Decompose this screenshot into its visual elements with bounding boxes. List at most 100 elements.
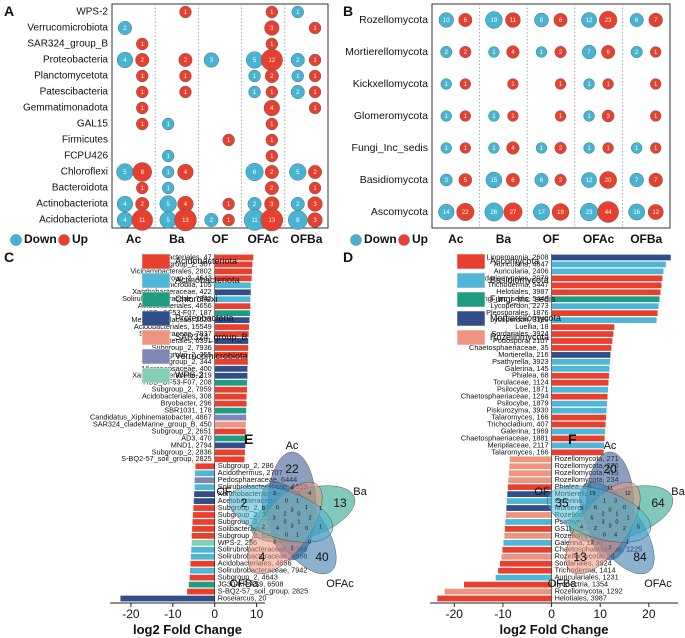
venn-overlap-count: 2 — [623, 526, 626, 532]
venn-overlap-count: 0 — [284, 519, 287, 525]
bar-label: Roseiarcus, 20 — [218, 593, 267, 602]
legend-swatch — [457, 292, 485, 307]
legend-swatch — [457, 254, 485, 269]
x-tick-label: 0 — [548, 607, 555, 621]
row-label: Rozellomycota — [359, 14, 428, 26]
bar — [445, 589, 552, 595]
bar — [215, 289, 251, 295]
figure: A WPS-2 1 1 1Verrucomicrobiota 2 3 1SAR324_grou… — [0, 0, 685, 638]
bar — [552, 275, 663, 281]
row-label: Firmicutes — [62, 135, 108, 146]
bar — [552, 289, 661, 295]
venn-overlap-count: 5 — [590, 515, 593, 521]
row-label: Gemmatimonadota — [23, 103, 108, 114]
bar — [552, 429, 605, 435]
venn-set-label: OF — [216, 486, 232, 498]
bar — [552, 366, 610, 372]
venn-overlap-count: 0 — [305, 526, 308, 532]
panel-label: B — [343, 3, 353, 19]
venn-overlap-count: 0 — [623, 505, 626, 511]
row-label: Ascomycota — [371, 206, 428, 218]
legend-swatch — [142, 349, 170, 364]
legend-down-swatch — [351, 235, 362, 246]
bar — [552, 324, 615, 330]
venn-unique-count: 64 — [651, 496, 665, 510]
panel-label: D — [343, 249, 353, 265]
venn-overlap-count: 2 — [308, 515, 311, 521]
dot-value: 44 — [605, 210, 612, 216]
bar — [552, 262, 666, 268]
venn-unique-count: 4 — [259, 550, 266, 564]
venn-set-label: Ba — [671, 486, 685, 498]
bar — [552, 422, 606, 428]
x-axis-label: log2 Fold Change — [133, 622, 242, 637]
legend-label: Rozellomycota — [490, 332, 549, 342]
venn-unique-count: 22 — [285, 462, 299, 476]
bar — [215, 269, 252, 275]
dot-value: 12 — [586, 18, 593, 24]
bar — [195, 477, 215, 483]
bar — [552, 338, 613, 344]
legend-label: Proteobacteria — [175, 313, 234, 323]
bar — [509, 463, 551, 469]
venn-overlap-count: 4 — [637, 506, 640, 512]
x-tick-label: -10 — [494, 607, 512, 621]
bar — [552, 443, 605, 449]
legend-swatch — [457, 273, 485, 288]
venn-overlap-count: 11 — [607, 485, 613, 491]
bar — [190, 575, 215, 581]
venn-overlap-count: 0 — [608, 507, 611, 513]
bar — [552, 310, 658, 316]
bar — [552, 415, 606, 421]
venn-overlap-count: 2 — [284, 511, 287, 517]
venn-unique-count: 2 — [241, 496, 248, 510]
venn-unique-count: 40 — [315, 550, 329, 564]
venn-set-label: OFAc — [644, 578, 672, 590]
row-label: Fungi_Inc_sedis — [352, 142, 428, 154]
legend-down-label: Down — [364, 232, 397, 246]
bar — [187, 589, 215, 595]
column-label: Ac — [448, 232, 464, 246]
venn-overlap-count: 3 — [290, 507, 293, 513]
bar — [215, 449, 245, 455]
venn-overlap-count: 7 — [608, 545, 611, 551]
legend-swatch — [142, 292, 170, 307]
venn-overlap-count: 1 — [603, 498, 606, 504]
venn-overlap-count: 0 — [308, 540, 311, 546]
legend-swatch — [142, 330, 170, 345]
legend-swatch — [142, 368, 170, 383]
row-label: Kickxellomycota — [353, 78, 428, 90]
row-label: WPS-2 — [76, 7, 108, 18]
legend-swatch — [457, 330, 485, 345]
venn-unique-count: 20 — [603, 462, 617, 476]
row-label: Planctomycetota — [34, 71, 108, 82]
bar — [507, 498, 552, 504]
legend-swatch — [457, 311, 485, 326]
bar — [437, 596, 551, 602]
panel-label: A — [4, 3, 14, 19]
dot-value: 19 — [491, 18, 498, 24]
dot-value: 12 — [652, 210, 659, 216]
bar — [215, 366, 248, 372]
bar — [508, 477, 551, 483]
venn-overlap-count: 1 — [296, 498, 299, 504]
venn-overlap-count: 0 — [297, 511, 300, 517]
row-label: Glomeromycota — [354, 110, 428, 122]
dot-value: 19 — [557, 210, 564, 216]
column-label: Ac — [126, 232, 142, 246]
x-tick-label: -10 — [164, 607, 182, 621]
x-tick-label: 0 — [211, 607, 218, 621]
row-label: Basidiomycota — [360, 174, 428, 186]
bar — [552, 282, 662, 288]
venn-overlap-count: 19 — [589, 491, 595, 497]
venn-overlap-count: 5 — [637, 525, 640, 531]
bar — [502, 547, 551, 553]
venn-set-label: Ac — [286, 440, 299, 452]
venn-overlap-count: 0 — [603, 533, 606, 539]
bar — [193, 512, 215, 518]
bar — [552, 387, 608, 393]
legend-label: Mortierellomycota — [490, 313, 561, 323]
row-label: Verrucomicrobiota — [27, 23, 108, 34]
bar — [215, 387, 247, 393]
bar — [215, 429, 246, 435]
